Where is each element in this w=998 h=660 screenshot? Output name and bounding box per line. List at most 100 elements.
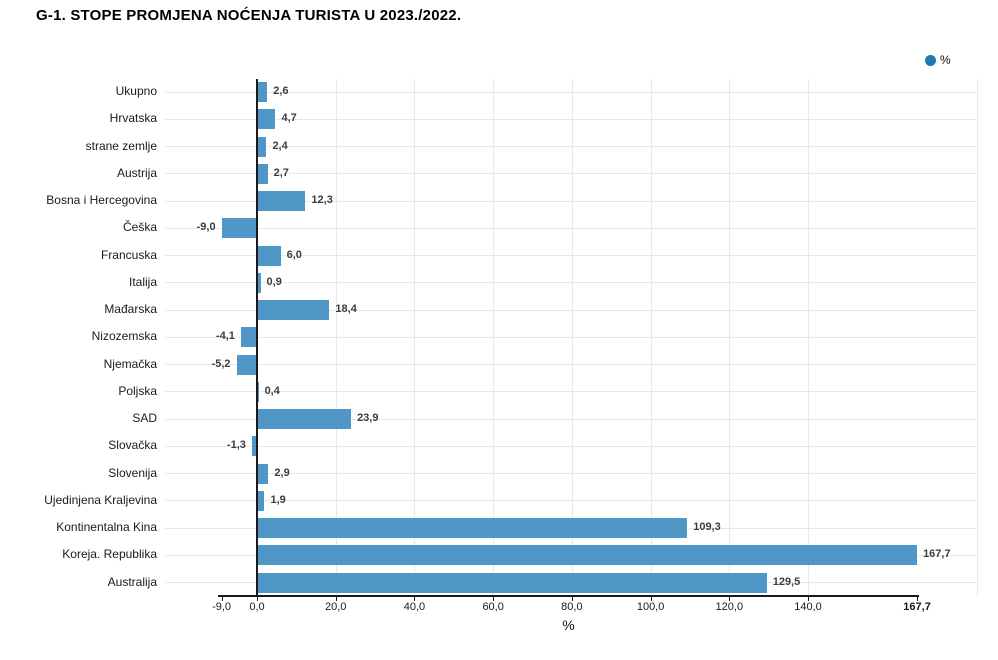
category-label: Hrvatska bbox=[109, 111, 157, 126]
bar bbox=[257, 82, 268, 103]
bar bbox=[257, 300, 330, 321]
category-label: strane zemlje bbox=[85, 138, 157, 153]
bar bbox=[257, 163, 268, 184]
x-tick-mark bbox=[571, 597, 573, 601]
category-tick-line bbox=[165, 309, 977, 311]
category-tick-line bbox=[165, 364, 977, 366]
value-label: 4,7 bbox=[281, 112, 297, 125]
value-label: -1,3 bbox=[226, 439, 246, 452]
category-label: Slovačka bbox=[108, 438, 157, 453]
category-tick-line bbox=[165, 500, 977, 502]
category-tick-line bbox=[165, 200, 977, 202]
value-label: -5,2 bbox=[211, 357, 231, 370]
x-tick-label: -9,0 bbox=[212, 601, 232, 613]
x-tick-mark bbox=[729, 597, 731, 601]
bar bbox=[251, 436, 257, 457]
bar bbox=[257, 518, 688, 539]
category-tick-line bbox=[165, 91, 977, 93]
bar bbox=[257, 572, 767, 593]
value-label: 0,4 bbox=[264, 384, 280, 397]
bar bbox=[221, 218, 257, 239]
category-tick-line bbox=[165, 255, 977, 257]
bar bbox=[236, 354, 257, 375]
category-label: Bosna i Hercegovina bbox=[46, 193, 157, 208]
value-label: 6,0 bbox=[286, 248, 302, 261]
value-label: -4,1 bbox=[215, 330, 235, 343]
category-label: Nizozemska bbox=[91, 329, 157, 344]
value-label: 2,4 bbox=[272, 139, 288, 152]
value-label: 109,3 bbox=[693, 521, 721, 534]
bar bbox=[257, 136, 267, 157]
category-tick-line bbox=[165, 118, 977, 120]
legend-series-label: % bbox=[940, 53, 951, 67]
bar bbox=[257, 191, 306, 212]
category-tick-line bbox=[165, 173, 977, 175]
category-label: Kontinentalna Kina bbox=[56, 520, 157, 535]
category-label: Ujedinjena Kraljevina bbox=[44, 492, 157, 507]
legend: % bbox=[925, 53, 951, 67]
x-tick-label: 40,0 bbox=[403, 601, 426, 613]
bar bbox=[257, 463, 269, 484]
category-tick-line bbox=[165, 282, 977, 284]
category-label: Austrija bbox=[116, 165, 157, 180]
x-axis-title: % bbox=[562, 617, 575, 633]
bar bbox=[257, 545, 918, 566]
value-label: 129,5 bbox=[772, 575, 801, 588]
x-tick-label: 120,0 bbox=[715, 601, 744, 613]
legend-series-dot-icon bbox=[925, 54, 936, 66]
category-label: Njemačka bbox=[103, 356, 157, 371]
category-label: Slovenija bbox=[108, 465, 157, 480]
category-tick-line bbox=[165, 391, 977, 393]
x-tick-label: 20,0 bbox=[325, 601, 347, 613]
category-label: Australija bbox=[107, 574, 157, 589]
chart-title: G-1. STOPE PROMJENA NOĆENJA TURISTA U 20… bbox=[36, 7, 462, 24]
category-tick-line bbox=[165, 146, 977, 148]
bar bbox=[257, 409, 352, 430]
x-tick-label: 140,0 bbox=[794, 601, 822, 613]
category-label: Mađarska bbox=[104, 302, 157, 317]
zero-baseline bbox=[256, 78, 258, 596]
category-label: Koreja. Republika bbox=[62, 547, 157, 562]
category-label: Poljska bbox=[118, 383, 157, 398]
category-tick-line bbox=[165, 445, 977, 447]
category-label: Češka bbox=[122, 220, 157, 235]
x-tick-mark bbox=[917, 597, 919, 601]
category-tick-line bbox=[165, 418, 977, 420]
bar bbox=[257, 245, 281, 266]
value-label: 23,9 bbox=[357, 412, 379, 425]
value-label: 2,9 bbox=[274, 466, 290, 479]
bar bbox=[257, 109, 276, 130]
x-tick-mark bbox=[335, 597, 337, 601]
bar bbox=[257, 490, 265, 511]
value-label: 1,9 bbox=[270, 493, 286, 506]
category-label: Ukupno bbox=[115, 84, 157, 99]
category-label: Francuska bbox=[100, 247, 157, 262]
x-tick-label: 60,0 bbox=[482, 601, 504, 613]
category-tick-line bbox=[165, 473, 977, 475]
x-tick-label: 167,7 bbox=[903, 601, 931, 613]
x-tick-mark bbox=[808, 597, 810, 601]
x-tick-mark bbox=[414, 597, 416, 601]
value-label: -9,0 bbox=[196, 221, 216, 234]
x-tick-mark bbox=[650, 597, 652, 601]
x-tick-mark bbox=[493, 597, 495, 601]
x-axis-line bbox=[218, 595, 919, 597]
x-tick-label: 0,0 bbox=[249, 601, 265, 613]
value-label: 0,9 bbox=[266, 275, 282, 288]
x-tick-label: 80,0 bbox=[561, 601, 583, 613]
bar bbox=[240, 327, 257, 348]
x-tick-label: 100,0 bbox=[636, 601, 665, 613]
value-label: 167,7 bbox=[923, 548, 951, 561]
category-label: Italija bbox=[128, 274, 157, 289]
x-tick-mark bbox=[221, 597, 223, 601]
value-label: 2,6 bbox=[273, 85, 289, 98]
category-tick-line bbox=[165, 336, 977, 338]
x-tick-mark bbox=[257, 597, 258, 601]
value-label: 18,4 bbox=[335, 303, 357, 316]
bar bbox=[257, 272, 261, 293]
category-label: SAD bbox=[132, 411, 157, 426]
category-tick-line bbox=[165, 227, 977, 229]
value-label: 2,7 bbox=[273, 166, 289, 179]
plot-right-border bbox=[977, 78, 978, 596]
